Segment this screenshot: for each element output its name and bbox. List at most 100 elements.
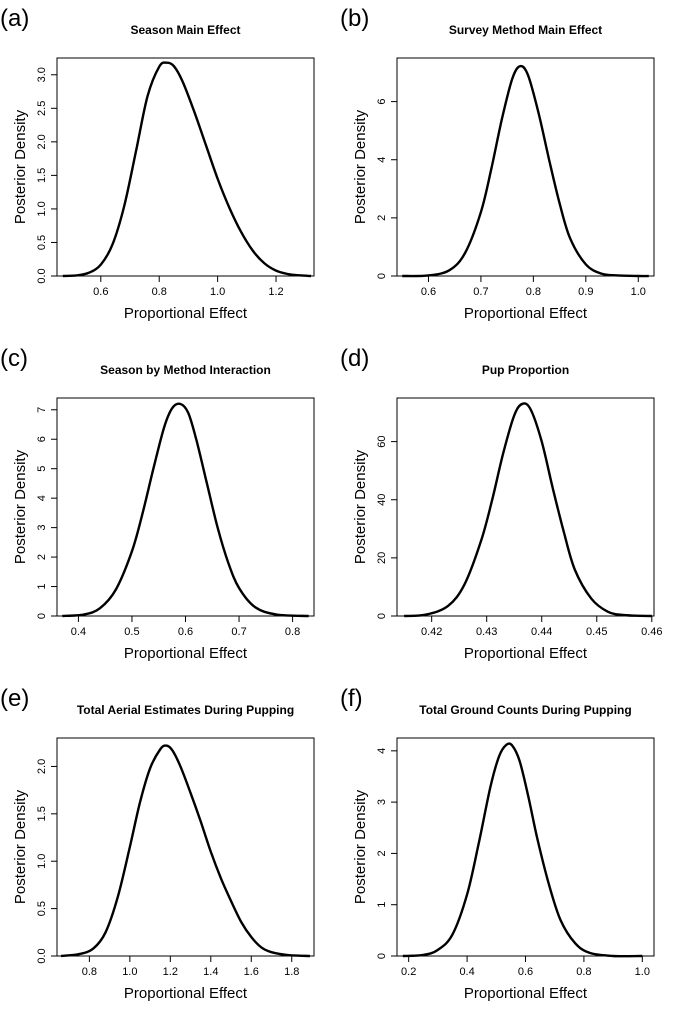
panel-e-y-tick-label-0: 0.0 xyxy=(36,948,48,963)
panel-d-x-tick-label-4: 0.46 xyxy=(641,626,662,638)
panel-c-y-tick-label-3: 3 xyxy=(36,525,48,531)
panel-f-letter: (f) xyxy=(340,685,363,712)
panel-e-density-curve-0 xyxy=(60,744,311,958)
panel-e-x-axis-label: Proportional Effect xyxy=(124,985,248,1002)
panel-c-y-tick-label-2: 2 xyxy=(36,554,48,560)
panel-b-x-tick-label-0: 0.6 xyxy=(421,286,436,298)
panel-d-y-tick-label-0: 0 xyxy=(376,613,388,619)
panel-d-x-tick-label-1: 0.43 xyxy=(476,626,497,638)
panel-b-y-tick-label-0: 0 xyxy=(376,273,388,279)
panel-f-plot-frame xyxy=(396,737,655,957)
panel-b-y-axis-label: Posterior Density xyxy=(352,109,369,224)
panel-b-x-tick-label-4: 1.0 xyxy=(631,286,646,298)
panel-c-x-tick-label-4: 0.8 xyxy=(285,626,300,638)
panel-c-density-curve-0 xyxy=(62,402,309,618)
panel-e-x-tick-label-5: 1.8 xyxy=(284,966,299,978)
panel-d-y-tick-label-1: 20 xyxy=(376,552,388,564)
panel-e: (e) Total Aerial Estimates During Pupping… xyxy=(0,685,315,1002)
panel-c-x-tick-label-2: 0.6 xyxy=(178,626,193,638)
panel-e-title: Total Aerial Estimates During Pupping xyxy=(77,703,294,717)
panel-a-y-tick-label-6: 3.0 xyxy=(36,67,48,82)
panel-c-y-tick-label-4: 4 xyxy=(36,495,48,501)
panel-c-x-tick-label-1: 0.5 xyxy=(124,626,139,638)
panel-c-y-tick-label-7: 7 xyxy=(36,407,48,413)
panel-b-density-curve-0 xyxy=(402,64,649,278)
panel-e-letter: (e) xyxy=(0,685,29,712)
panel-e-y-tick-label-3: 1.5 xyxy=(36,806,48,821)
panel-c-y-tick-label-5: 5 xyxy=(36,466,48,472)
panel-f-y-tick-label-0: 0 xyxy=(376,953,388,959)
panel-d-x-tick-label-3: 0.45 xyxy=(586,626,607,638)
panel-f-title: Total Ground Counts During Pupping xyxy=(419,703,631,717)
panel-d-y-axis-label: Posterior Density xyxy=(352,449,369,564)
panel-a: (a) Season Main Effect 0.6 0.8 1.0 1.2 0.0 0.5 1… xyxy=(0,5,315,322)
panel-d: (d) Pup Proportion 0.42 0.43 0.44 0.45 0.46 0 20… xyxy=(340,345,663,662)
panel-a-x-tick-label-3: 1.2 xyxy=(268,286,283,298)
panel-e-x-tick-label-1: 1.0 xyxy=(122,966,137,978)
panel-d-title: Pup Proportion xyxy=(482,363,569,377)
panel-f-density-curve-0 xyxy=(402,742,643,958)
panel-a-y-tick-label-4: 2.0 xyxy=(36,134,48,149)
panel-f-x-tick-label-2: 0.6 xyxy=(518,966,533,978)
panel-e-y-tick-label-1: 0.5 xyxy=(36,901,48,916)
panel-e-x-tick-label-3: 1.4 xyxy=(203,966,218,978)
panel-a-y-tick-label-3: 1.5 xyxy=(36,168,48,183)
panel-d-plot-frame xyxy=(396,397,655,617)
panel-d-x-tick-label-0: 0.42 xyxy=(421,626,442,638)
panel-c: (c) Season by Method Interaction 0.4 0.5 0.6… xyxy=(0,345,315,662)
panel-d-x-axis-label: Proportional Effect xyxy=(464,645,588,662)
panel-e-y-axis-label: Posterior Density xyxy=(12,789,29,904)
panel-b-letter: (b) xyxy=(340,5,369,32)
panel-c-y-tick-label-6: 6 xyxy=(36,436,48,442)
panel-c-y-axis-label: Posterior Density xyxy=(12,449,29,564)
panel-c-plot-frame xyxy=(56,397,315,617)
panel-b-x-tick-label-1: 0.7 xyxy=(473,286,488,298)
panel-b-y-tick-label-3: 6 xyxy=(376,99,388,105)
panel-f-x-tick-label-3: 0.8 xyxy=(576,966,591,978)
panel-b-title: Survey Method Main Effect xyxy=(449,23,602,37)
panel-a-y-tick-label-2: 1.0 xyxy=(36,201,48,216)
panel-a-title: Season Main Effect xyxy=(130,23,240,37)
panel-e-x-tick-label-0: 0.8 xyxy=(82,966,97,978)
panel-b-y-tick-label-2: 4 xyxy=(376,157,388,163)
panel-a-x-tick-label-2: 1.0 xyxy=(210,286,225,298)
panel-c-y-tick-label-0: 0 xyxy=(36,613,48,619)
panel-a-plot-frame xyxy=(56,57,315,277)
panel-e-plot-frame xyxy=(56,737,315,957)
panel-e-x-tick-label-4: 1.6 xyxy=(244,966,259,978)
panel-f-x-tick-label-1: 0.4 xyxy=(459,966,474,978)
panel-b-x-axis-label: Proportional Effect xyxy=(464,305,588,322)
panel-f-y-axis-label: Posterior Density xyxy=(352,789,369,904)
panel-a-x-tick-label-1: 0.8 xyxy=(152,286,167,298)
panel-c-title: Season by Method Interaction xyxy=(100,363,271,377)
panel-d-density-curve-0 xyxy=(404,402,652,618)
panel-b-y-tick-label-1: 2 xyxy=(376,215,388,221)
panel-d-y-tick-label-3: 60 xyxy=(376,435,388,447)
panel-e-x-tick-label-2: 1.2 xyxy=(163,966,178,978)
panel-d-y-tick-label-2: 40 xyxy=(376,494,388,506)
panel-c-letter: (c) xyxy=(0,345,28,372)
panel-a-letter: (a) xyxy=(0,5,29,32)
panel-a-x-axis-label: Proportional Effect xyxy=(124,305,248,322)
panel-a-y-tick-label-5: 2.5 xyxy=(36,101,48,116)
panel-f: (f) Total Ground Counts During Pupping 0.2… xyxy=(340,685,655,1002)
panel-e-y-tick-label-4: 2.0 xyxy=(36,759,48,774)
panel-f-y-tick-label-2: 2 xyxy=(376,850,388,856)
panel-b-x-tick-label-2: 0.8 xyxy=(526,286,541,298)
panel-a-y-tick-label-1: 0.5 xyxy=(36,235,48,250)
panel-a-y-axis-label: Posterior Density xyxy=(12,109,29,224)
panel-f-y-tick-label-4: 4 xyxy=(376,748,388,754)
panel-c-x-tick-label-3: 0.7 xyxy=(231,626,246,638)
panel-b-plot-frame xyxy=(396,57,655,277)
panel-f-y-tick-label-1: 1 xyxy=(376,902,388,908)
panel-f-x-tick-label-0: 0.2 xyxy=(401,966,416,978)
panel-a-x-tick-label-0: 0.6 xyxy=(93,286,108,298)
panel-a-y-tick-label-0: 0.0 xyxy=(36,268,48,283)
panel-c-y-tick-label-1: 1 xyxy=(36,583,48,589)
panel-c-x-tick-label-0: 0.4 xyxy=(71,626,86,638)
panel-b: (b) Survey Method Main Effect 0.6 0.7 0.8 0.9… xyxy=(340,5,655,322)
panel-d-x-tick-label-2: 0.44 xyxy=(531,626,552,638)
panel-b-x-tick-label-3: 0.9 xyxy=(578,286,593,298)
